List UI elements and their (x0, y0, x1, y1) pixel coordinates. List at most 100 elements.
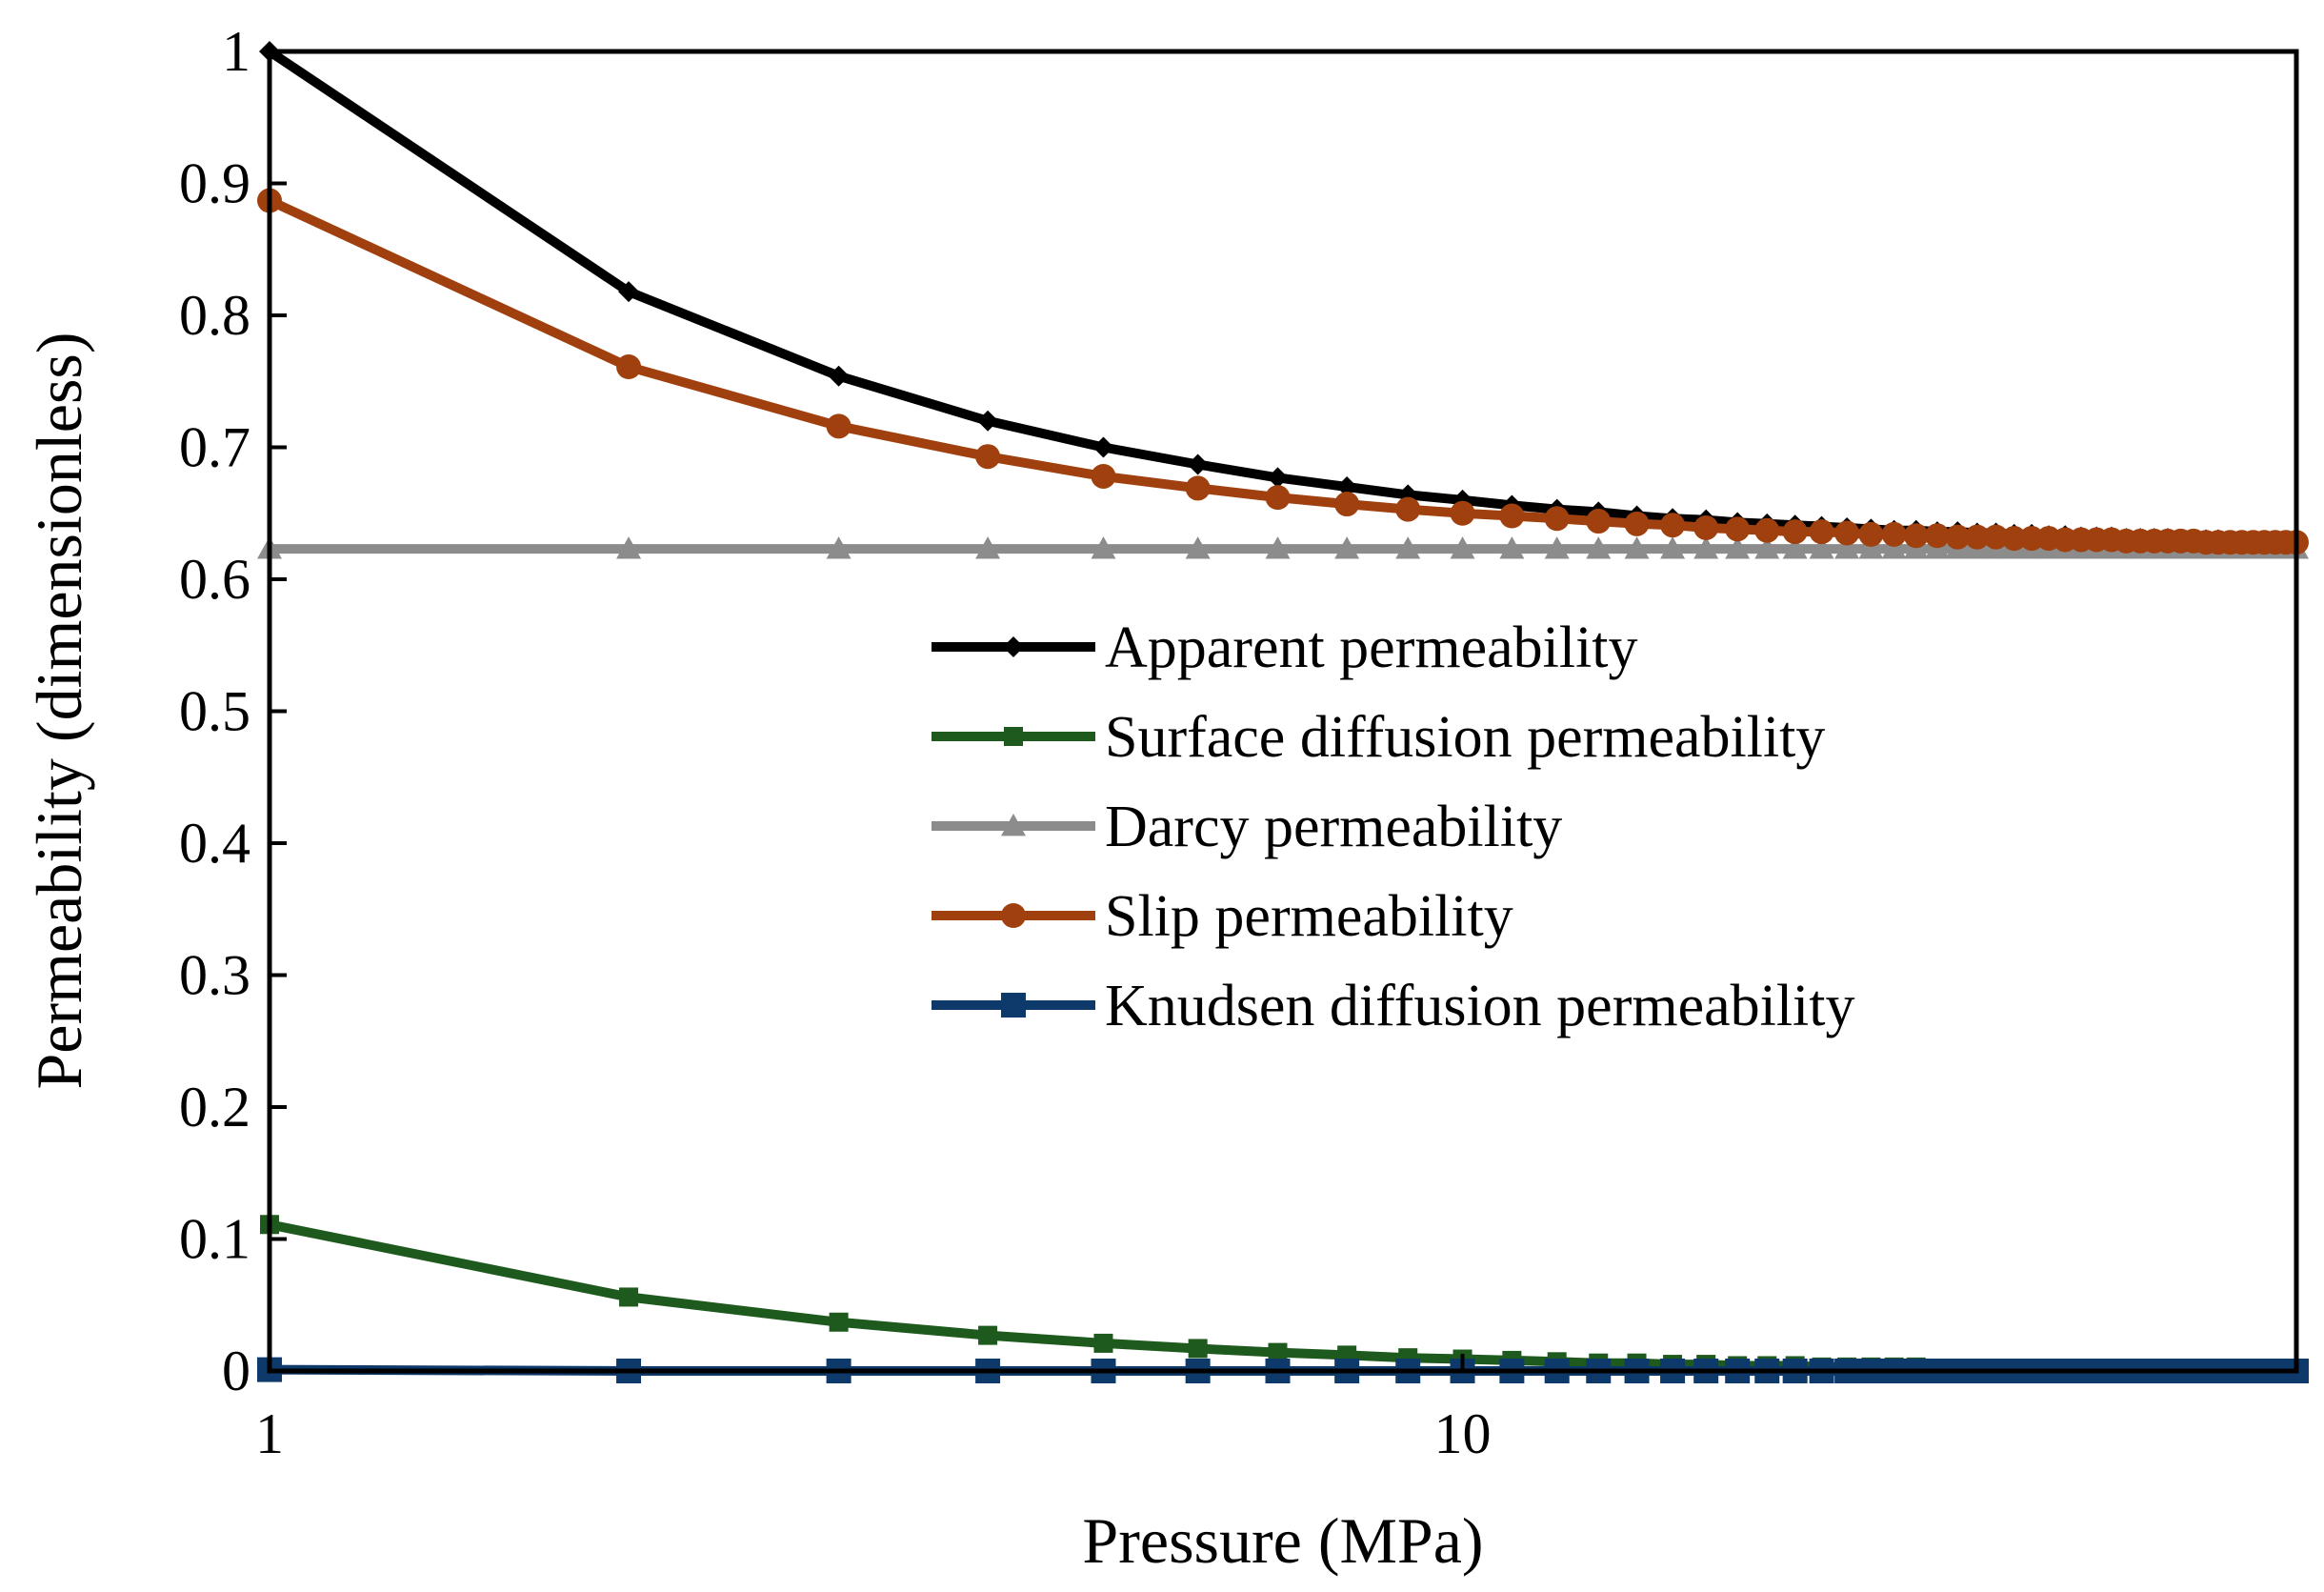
legend-label: Surface diffusion permeability (1105, 705, 1825, 770)
legend-item: Slip permeability (932, 884, 1513, 949)
data-point (1544, 506, 1570, 532)
y-tick-label: 0.1 (179, 1208, 250, 1271)
data-point (1450, 500, 1475, 526)
legend-label: Darcy permeability (1105, 795, 1562, 859)
data-point (1265, 485, 1291, 511)
y-tick-label: 0.5 (179, 680, 250, 743)
y-tick-label: 0.3 (179, 944, 250, 1007)
y-tick-label: 0.7 (179, 416, 250, 479)
data-point (1693, 514, 1719, 540)
y-tick-label: 1 (222, 20, 250, 83)
data-point (618, 281, 640, 303)
data-point (1834, 520, 1860, 546)
y-tick-label: 0.6 (179, 548, 250, 611)
legend-swatch-marker (1003, 636, 1024, 657)
x-axis-ticks: 1 10 (255, 1354, 1492, 1465)
data-point (975, 536, 1001, 559)
series-surface-diffusion-permeability (260, 1215, 2306, 1380)
x-axis-label: Pressure (MPa) (1082, 1504, 1483, 1577)
data-point (1185, 536, 1211, 559)
data-point (1091, 536, 1116, 559)
data-point (1450, 536, 1475, 559)
data-point (1964, 524, 1990, 550)
data-point (1945, 524, 1971, 550)
data-point (1185, 475, 1211, 501)
data-point (1268, 1342, 1288, 1362)
y-tick-label: 0 (222, 1340, 250, 1402)
data-point (1834, 536, 1860, 559)
data-point (1336, 476, 1358, 498)
y-tick-label: 0.9 (179, 152, 250, 215)
data-point (1660, 513, 1686, 538)
data-point (1265, 536, 1291, 559)
data-point (616, 354, 642, 380)
data-point (1858, 536, 1884, 559)
data-point (1395, 536, 1421, 559)
data-point (1334, 492, 1360, 517)
legend-label: Slip permeability (1105, 884, 1513, 949)
data-point (1187, 453, 1209, 475)
data-point (616, 536, 642, 559)
y-tick-label: 0.2 (179, 1076, 250, 1139)
data-point (2001, 526, 2027, 552)
data-point (2019, 526, 2045, 552)
legend-swatch-marker (1001, 993, 1026, 1018)
legend-item: Apparent permeability (932, 615, 1638, 680)
data-point (1754, 517, 1780, 543)
data-point (1091, 463, 1116, 489)
data-point (826, 536, 851, 559)
data-point (1754, 536, 1780, 559)
data-point (1334, 536, 1360, 559)
data-point (1395, 496, 1421, 522)
y-axis-label: Permeability (dimensionless) (23, 332, 95, 1089)
series-slip-permeability (257, 188, 2309, 555)
data-point (1499, 503, 1525, 529)
data-point (1586, 536, 1612, 559)
data-point (829, 1312, 849, 1332)
data-point (1586, 509, 1612, 534)
data-point (1499, 536, 1525, 559)
data-point (1267, 467, 1289, 489)
y-tick-label: 0.8 (179, 284, 250, 347)
data-point (975, 444, 1001, 470)
data-point (1725, 516, 1751, 542)
legend-label: Apparent permeability (1105, 615, 1638, 680)
data-point (1782, 536, 1808, 559)
data-point (1092, 436, 1114, 458)
data-point (1903, 523, 1929, 549)
data-point (826, 413, 851, 439)
data-point (1782, 519, 1808, 545)
data-point (1924, 523, 1950, 549)
data-point (1881, 536, 1907, 559)
data-point (1725, 536, 1751, 559)
data-point (828, 365, 850, 387)
data-point (1544, 536, 1570, 559)
data-point (1858, 521, 1884, 547)
data-point (1624, 511, 1650, 536)
data-point (1809, 536, 1834, 559)
data-point (1881, 521, 1907, 547)
legend-item: Knudsen diffusion permeability (932, 974, 1855, 1038)
legend: Apparent permeability Surface diffusion p… (932, 615, 1855, 1038)
data-point (978, 1325, 998, 1345)
legend-swatch-marker (1001, 903, 1026, 928)
data-point (1809, 519, 1834, 545)
series-line (265, 47, 2301, 548)
data-point (977, 410, 999, 432)
x-tick-label: 10 (1434, 1402, 1492, 1465)
y-axis-ticks: 0 0.1 0.2 0.3 0.4 0.5 0.6 0.7 0.8 0.9 1 (179, 20, 287, 1402)
legend-swatch-marker (1004, 727, 1023, 746)
legend-label: Knudsen diffusion permeability (1105, 974, 1855, 1038)
legend-item: Darcy permeability (932, 795, 1562, 859)
series-apparent-permeability (259, 41, 2307, 554)
legend-item: Surface diffusion permeability (932, 705, 1825, 770)
data-point (619, 1287, 639, 1307)
data-point (1660, 536, 1686, 559)
x-tick-label: 1 (255, 1402, 284, 1465)
data-point (1093, 1333, 1113, 1353)
data-point (1693, 536, 1719, 559)
data-point (1624, 536, 1650, 559)
data-point (1188, 1339, 1208, 1359)
y-tick-label: 0.4 (179, 812, 250, 875)
